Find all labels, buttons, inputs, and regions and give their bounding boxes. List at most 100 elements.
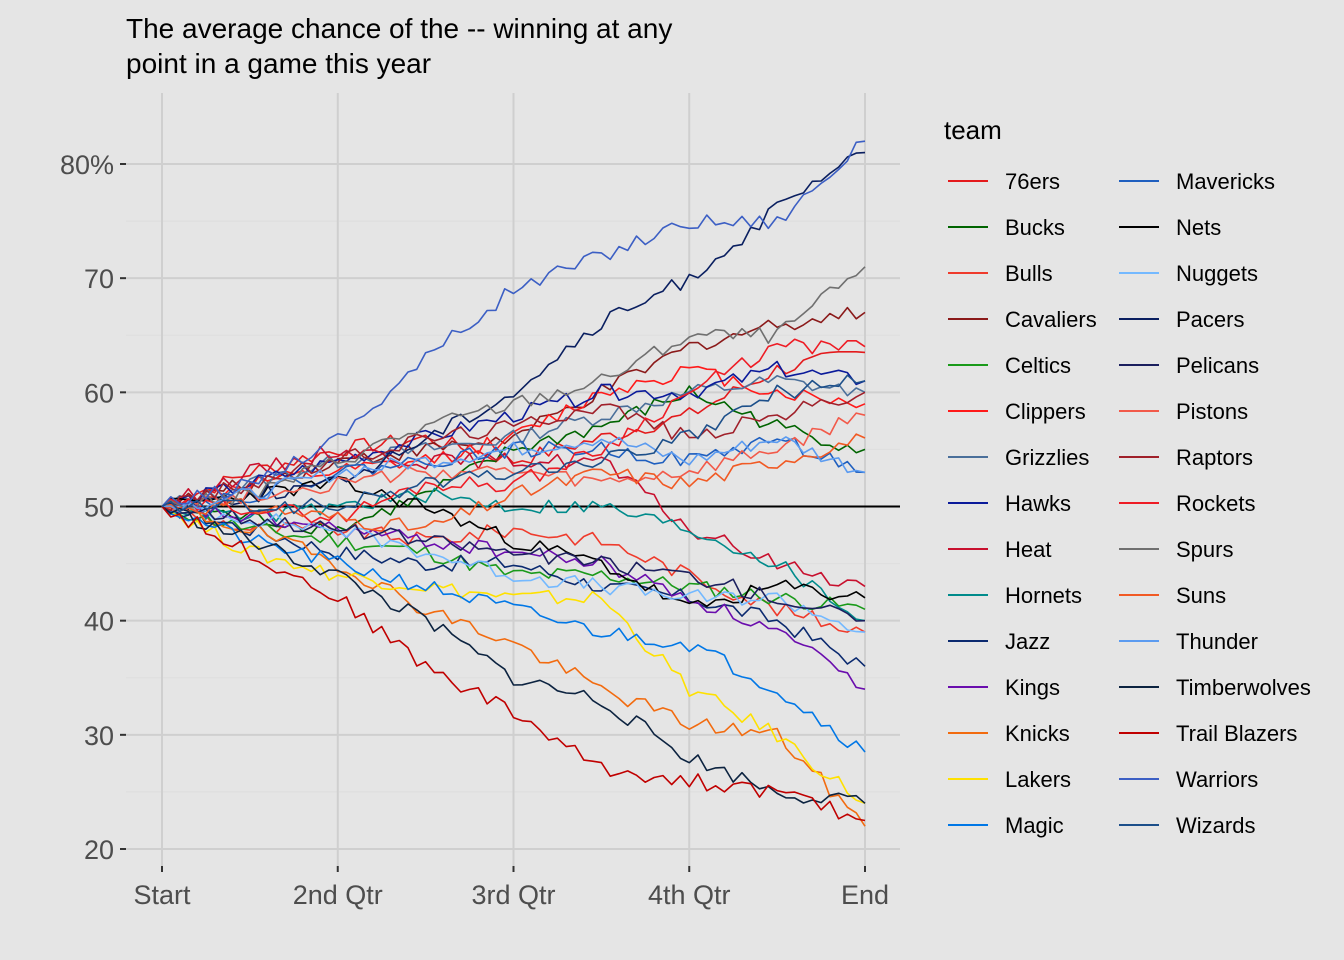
x-tick-label: Start (133, 880, 191, 910)
legend-label: Spurs (1176, 537, 1233, 562)
legend-item: Knicks (948, 721, 1070, 746)
legend-item: Thunder (1119, 629, 1258, 654)
legend-item: Kings (948, 675, 1060, 700)
legend-item: Hornets (948, 583, 1082, 608)
series-line-hawks (161, 360, 866, 508)
legend-item: Heat (948, 537, 1051, 562)
series-line-nuggets (161, 502, 866, 633)
legend-item: Hawks (948, 491, 1071, 516)
chart-title-line-1: The average chance of the -- winning at … (126, 13, 672, 44)
x-tick-label: 2nd Qtr (293, 880, 383, 910)
series-line-raptors (161, 391, 866, 512)
y-tick-label: 60 (84, 378, 114, 408)
legend-label: Thunder (1176, 629, 1258, 654)
x-tick-label: 4th Qtr (648, 880, 731, 910)
series-line-thunder (161, 436, 866, 513)
legend-label: Celtics (1005, 353, 1071, 378)
legend-item: Pelicans (1119, 353, 1259, 378)
series-line-kings (161, 502, 866, 690)
legend-label: Nets (1176, 215, 1221, 240)
legend-label: Warriors (1176, 767, 1258, 792)
legend-label: Suns (1176, 583, 1226, 608)
legend-item: Wizards (1119, 813, 1255, 838)
legend-label: Clippers (1005, 399, 1086, 424)
series-line-wizards (161, 374, 866, 515)
y-tick-label: 70 (84, 264, 114, 294)
x-tick-label: End (841, 880, 889, 910)
legend-item: Clippers (948, 399, 1086, 424)
legend-label: Heat (1005, 537, 1051, 562)
x-axis: Start 2nd Qtr 3rd Qtr 4th Qtr End (133, 866, 889, 910)
legend-label: Hawks (1005, 491, 1071, 516)
legend-label: Timberwolves (1176, 675, 1311, 700)
legend-label: Pistons (1176, 399, 1248, 424)
legend-label: Knicks (1005, 721, 1070, 746)
y-tick-label: 30 (84, 721, 114, 751)
legend-item: Bulls (948, 261, 1053, 286)
series-line-bucks (161, 385, 866, 536)
y-tick-label: 80% (60, 150, 114, 180)
legend-label: Rockets (1176, 491, 1255, 516)
series-line-trail-blazers (161, 505, 866, 822)
legend-item: Timberwolves (1119, 675, 1311, 700)
legend-item: Bucks (948, 215, 1065, 240)
y-axis: 20 30 40 50 60 70 80% (60, 150, 126, 865)
series-line-lakers (161, 505, 866, 805)
legend-item: Cavaliers (948, 307, 1097, 332)
legend-label: Bucks (1005, 215, 1065, 240)
series-line-warriors (161, 140, 866, 508)
legend-item: Magic (948, 813, 1064, 838)
chart-title: The average chance of the -- winning at … (126, 13, 672, 79)
legend-label: Kings (1005, 675, 1060, 700)
legend-item: 76ers (948, 169, 1060, 194)
legend-label: Magic (1005, 813, 1064, 838)
series-line-magic (161, 505, 866, 753)
legend-label: Cavaliers (1005, 307, 1097, 332)
legend-item: Pistons (1119, 399, 1248, 424)
legend-item: Warriors (1119, 767, 1258, 792)
legend-item: Nuggets (1119, 261, 1258, 286)
legend-label: Jazz (1005, 629, 1050, 654)
legend-label: 76ers (1005, 169, 1060, 194)
legend-label: Hornets (1005, 583, 1082, 608)
legend-label: Raptors (1176, 445, 1253, 470)
legend-item: Rockets (1119, 491, 1255, 516)
legend-item: Mavericks (1119, 169, 1275, 194)
chart-title-line-2: point in a game this year (126, 48, 431, 79)
legend-item: Jazz (948, 629, 1050, 654)
legend-label: Mavericks (1176, 169, 1275, 194)
legend-label: Pacers (1176, 307, 1244, 332)
legend-label: Lakers (1005, 767, 1071, 792)
x-tick-label: 3rd Qtr (471, 880, 555, 910)
legend-item: Celtics (948, 353, 1071, 378)
series-line-nets (161, 475, 866, 608)
series-line-timberwolves (161, 505, 866, 804)
series-line-pistons (161, 412, 866, 513)
legend-item: Raptors (1119, 445, 1253, 470)
legend-item: Lakers (948, 767, 1071, 792)
legend-item: Pacers (1119, 307, 1244, 332)
y-tick-label: 20 (84, 835, 114, 865)
legend-label: Wizards (1176, 813, 1255, 838)
legend-item: Spurs (1119, 537, 1233, 562)
legend-label: Grizzlies (1005, 445, 1089, 470)
series-line-knicks (161, 505, 866, 827)
series-line-heat (161, 445, 866, 588)
series-line-pacers (161, 151, 866, 511)
legend-item: Suns (1119, 583, 1226, 608)
legend-label: Bulls (1005, 261, 1053, 286)
series-line-suns (161, 433, 866, 533)
legend-item: Grizzlies (948, 445, 1089, 470)
y-tick-label: 40 (84, 607, 114, 637)
legend-title: team (944, 115, 1002, 145)
legend: team 76ers Bucks Bulls Cavaliers Celtics Clip… (944, 115, 1311, 838)
legend-item: Trail Blazers (1119, 721, 1297, 746)
series-line-pelicans (161, 505, 866, 622)
legend-label: Pelicans (1176, 353, 1259, 378)
y-tick-label: 50 (84, 493, 114, 523)
series-line-clippers (161, 365, 866, 510)
series-lines (161, 140, 866, 827)
legend-label: Nuggets (1176, 261, 1258, 286)
legend-item: Nets (1119, 215, 1221, 240)
